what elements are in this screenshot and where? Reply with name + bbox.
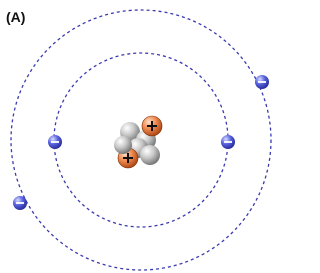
neutron	[140, 145, 160, 165]
electron	[255, 75, 269, 89]
electron	[221, 135, 235, 149]
electron	[13, 196, 27, 210]
page: {"label": "(A)"} (A)	[0, 0, 277, 273]
atom-diagram: (A)	[0, 0, 277, 273]
electron	[48, 135, 62, 149]
panel-label: (A)	[6, 9, 25, 25]
nucleus	[114, 116, 162, 168]
neutron	[114, 136, 132, 154]
